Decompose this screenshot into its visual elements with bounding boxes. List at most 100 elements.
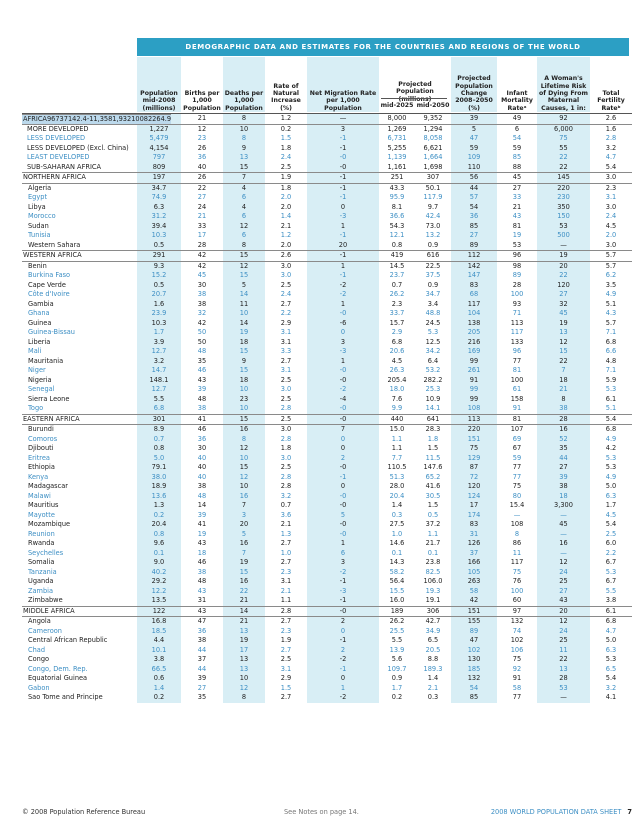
table-cell: 5.3 [605, 567, 617, 576]
table-cell: 19 [537, 250, 590, 262]
table-cell: 43 [537, 596, 590, 606]
table-cell: 1,664 [423, 153, 443, 161]
table-cell: 87 [451, 463, 497, 473]
header-infant-mortality: Infant Mortality Rateᵃ [501, 90, 533, 112]
table-cell: 2.0 [280, 240, 292, 249]
header-mid2050: mid-2050 [416, 102, 450, 109]
table-cell: 174 [451, 510, 497, 520]
table-cell: 967 [46, 113, 60, 125]
table-cell: 6.7 [605, 577, 617, 585]
table-cell: 4.5 [605, 510, 617, 519]
table-row: Malawi 13.6 48 16 3.2 -0 20.4 30.5 124 80 18 6.3 [22, 491, 632, 501]
table-cell: 19.3 [425, 586, 441, 595]
table-cell: 2.7 [280, 299, 292, 308]
table-cell: 1 [307, 299, 379, 309]
table-cell: 151 [451, 434, 497, 444]
table-cell: -0 [307, 520, 379, 530]
table-cell: 34.9 [425, 626, 441, 635]
table-cell: 100 [131, 113, 144, 125]
table-cell: 26 [152, 113, 161, 125]
row-name: Somalia [28, 558, 55, 566]
table-cell: 2.4 [280, 290, 292, 298]
row-name: Egypt [28, 193, 48, 201]
row-name: Tanzania [28, 567, 57, 576]
table-cell: 2.6 [265, 250, 307, 262]
table-cell: 25 [537, 636, 590, 646]
table-cell: 27 [537, 290, 590, 300]
table-cell: 31.2 [137, 212, 181, 222]
table-row-region: WESTERN AFRICA 291 42 15 2.6 -1 419 616 112 96 19 5… [22, 250, 632, 262]
row-name: Burkina Faso [28, 271, 71, 279]
table-cell: 0.2 [280, 124, 292, 133]
row-name: AFRICA [22, 113, 47, 125]
table-cell: 0.9 [391, 674, 403, 682]
table-cell: 122 [137, 605, 181, 617]
table-cell: 38 [197, 404, 207, 412]
table-cell: 19 [223, 328, 265, 338]
table-cell: 39 [451, 113, 497, 125]
table-row: Morocco 31.2 21 6 1.4 -3 36.6 42.4 36 43 150 2.4 [22, 212, 632, 222]
table-row-group: SUB-SAHARAN AFRICA 809 40 15 2.5 -0 1,161 1,698… [22, 162, 632, 173]
table-cell: 0.1 [137, 548, 181, 558]
table-row: Madagascar 18.9 38 10 2.8 0 28.0 41.6 120 75 38 5.0 [22, 482, 632, 492]
table-cell: 44 [197, 664, 207, 673]
row-name: Guinea [28, 318, 52, 327]
table-cell: 5.0 [605, 482, 617, 490]
table-cell: 28.3 [425, 425, 441, 433]
table-cell: 3.0 [605, 202, 617, 211]
table-cell: 53 [537, 683, 590, 693]
table-cell: 6 [223, 231, 265, 241]
table-cell: — [537, 529, 590, 539]
table-cell: 53 [537, 221, 590, 231]
table-cell: 59 [512, 453, 522, 462]
table-cell: -1 [307, 172, 379, 184]
table-cell: 38.0 [137, 472, 181, 482]
table-cell: 6.8 [605, 617, 617, 625]
table-cell: 10 [223, 404, 265, 414]
table-cell: -0 [307, 529, 379, 539]
table-cell: 2.7 [280, 645, 292, 654]
table-cell: 6.3 [605, 645, 617, 654]
table-cell: 2.9 [280, 674, 292, 682]
table-cell: 0.9 [427, 240, 439, 249]
table-cell: 166 [451, 558, 497, 568]
table-cell: 1 [307, 356, 379, 366]
table-cell: 1,932 [112, 113, 132, 125]
row-name: MORE DEVELOPED [27, 124, 89, 133]
table-cell: 5.3 [605, 463, 617, 471]
table-cell: 6.3 [137, 202, 181, 212]
table-cell: 99 [451, 394, 497, 404]
table-cell: 220 [537, 183, 590, 193]
table-cell: 6,731 [387, 134, 407, 142]
table-cell: 12 [223, 472, 265, 482]
row-name: NORTHERN AFRICA [22, 172, 137, 184]
table-cell: -3 [307, 347, 379, 357]
table-cell: 1.1 [391, 444, 403, 452]
table-row: Mali 12.7 48 15 3.3 -3 20.6 34.2 169 96 15 6.6 [22, 347, 632, 357]
table-cell: 6.2 [605, 271, 617, 279]
row-name: Ghana [28, 309, 50, 317]
table-cell: 96 [497, 250, 537, 262]
table-cell: 11 [223, 299, 265, 309]
table-cell: 27 [451, 231, 497, 241]
table-cell: 82.5 [425, 567, 441, 576]
table-cell: 6 [223, 193, 265, 203]
table-cell: 2.9 [280, 318, 292, 327]
table-cell: 37.5 [425, 271, 441, 279]
table-cell: 6.1 [590, 605, 632, 617]
row-name: SUB-SAHARAN AFRICA [27, 162, 101, 171]
table-cell: 43 [197, 539, 207, 547]
table-row: Mayotte 0.2 39 3 3.6 5 0.3 0.5 174 — — 4.5 [22, 510, 632, 520]
table-cell: 91 [512, 674, 522, 682]
table-cell: 130 [451, 655, 497, 665]
row-name: Cape Verde [28, 280, 66, 289]
table-cell: 1,358 [93, 113, 113, 125]
table-cell: 1,294 [423, 124, 443, 133]
table-cell: 15 [223, 413, 265, 425]
table-cell: 1.4 [137, 683, 181, 693]
table-cell: 18.0 [389, 385, 405, 393]
table-row: Mozambique 20.4 41 20 2.1 -0 27.5 37.2 83 108 45 5.… [22, 520, 632, 530]
row-name: Togo [28, 404, 44, 412]
table-row: Guinea-Bissau 1.7 50 19 3.1 0 2.9 5.3 205 117 13 7.… [22, 328, 632, 338]
table-cell: — [537, 240, 590, 251]
